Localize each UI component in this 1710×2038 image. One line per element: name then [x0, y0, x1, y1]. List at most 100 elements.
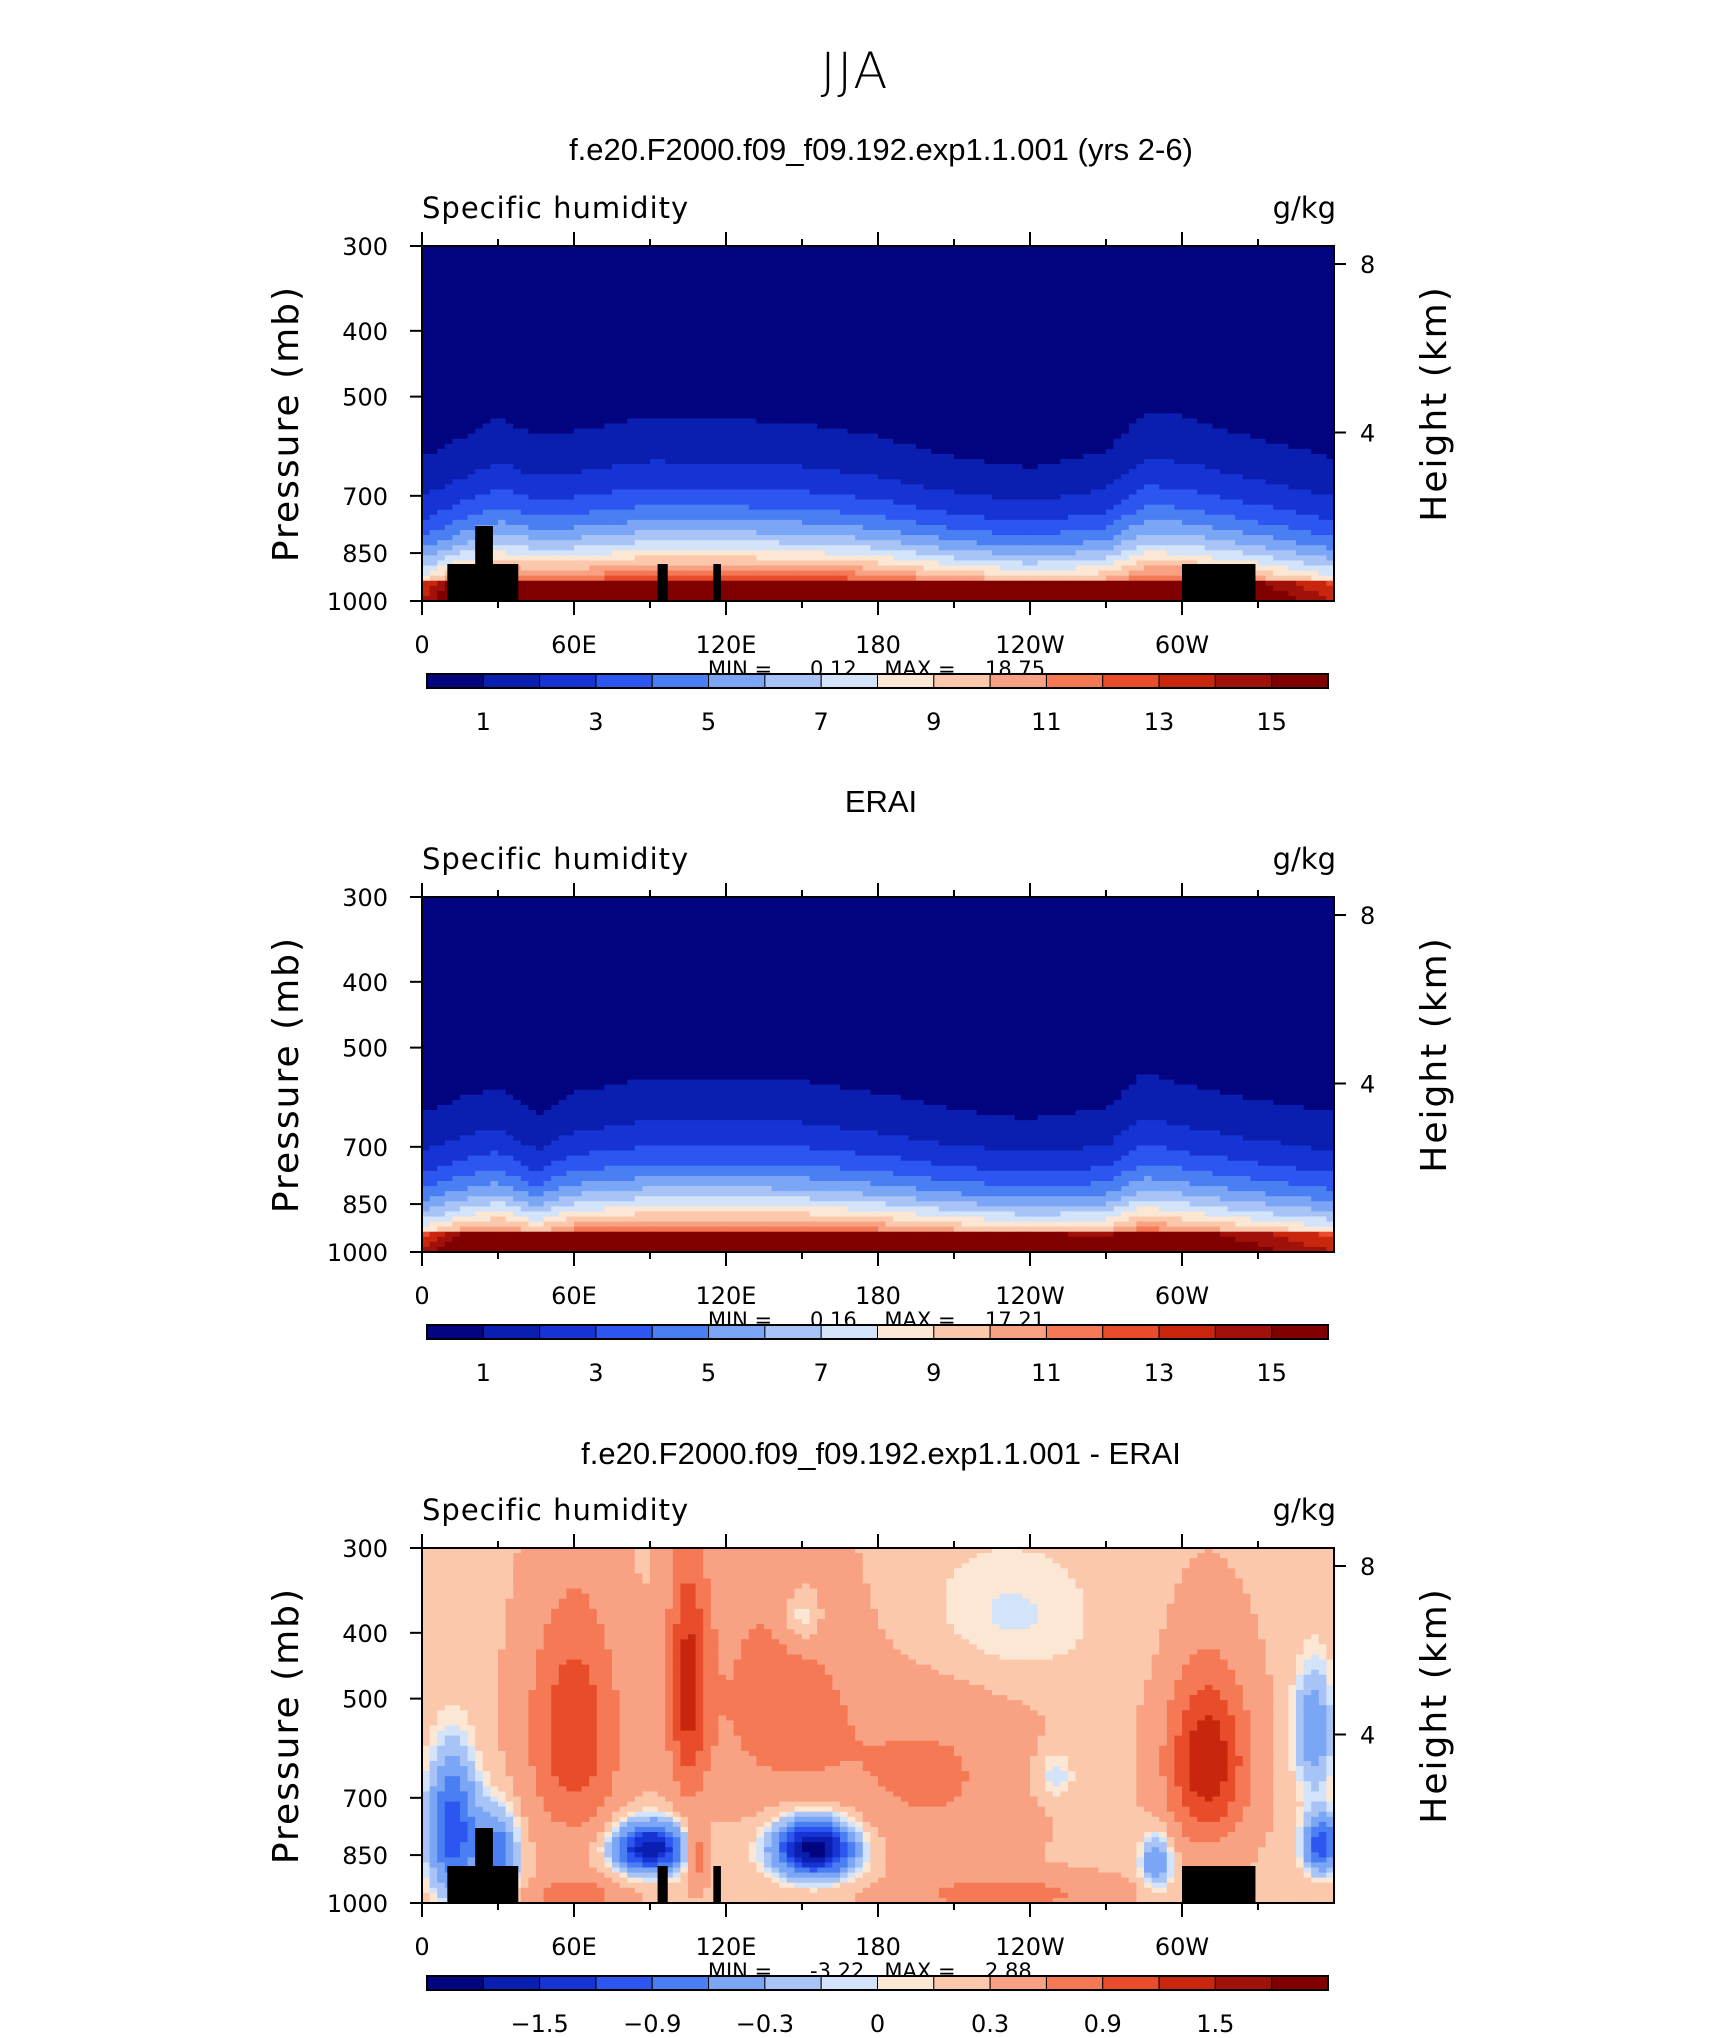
field-cell	[642, 413, 651, 420]
field-cell	[452, 357, 461, 364]
field-cell	[619, 266, 628, 272]
field-cell	[908, 251, 917, 257]
field-cell	[726, 413, 735, 420]
field-cell	[520, 479, 529, 485]
field-cell	[817, 514, 826, 521]
field-cell	[794, 362, 803, 369]
field-cell	[460, 327, 469, 333]
field-cell	[916, 555, 925, 562]
field-cell	[498, 286, 507, 293]
field-cell	[460, 342, 469, 349]
field-cell	[642, 550, 651, 556]
field-cell	[695, 306, 704, 313]
field-cell	[946, 261, 955, 267]
field-cell	[786, 580, 795, 587]
field-cell	[923, 256, 932, 262]
field-cell	[923, 524, 932, 531]
field-cell	[710, 388, 719, 394]
field-cell	[802, 342, 811, 349]
field-cell	[596, 372, 605, 379]
field-cell	[893, 530, 902, 536]
field-cell	[710, 306, 719, 313]
field-cell	[954, 276, 963, 283]
field-cell	[657, 519, 666, 526]
field-cell	[885, 550, 894, 556]
field-cell	[680, 377, 689, 384]
field-cell	[657, 357, 666, 364]
field-cell	[779, 398, 788, 404]
field-cell	[938, 560, 947, 567]
field-cell	[756, 261, 765, 267]
field-cell	[604, 560, 613, 567]
field-cell	[908, 433, 917, 440]
field-cell	[490, 271, 499, 278]
field-cell	[642, 403, 651, 409]
field-cell	[710, 428, 719, 435]
field-cell	[840, 524, 849, 531]
field-cell	[475, 347, 484, 354]
field-cell	[802, 398, 811, 404]
field-cell	[429, 382, 438, 389]
field-cell	[688, 418, 697, 425]
field-cell	[528, 453, 537, 460]
field-cell	[604, 251, 613, 257]
field-cell	[528, 377, 537, 384]
field-cell	[809, 382, 818, 389]
field-cell	[498, 438, 507, 445]
field-cell	[482, 393, 491, 399]
field-cell	[467, 448, 476, 455]
field-cell	[665, 524, 674, 531]
field-cell	[665, 271, 674, 278]
field-cell	[893, 489, 902, 496]
field-cell	[437, 332, 446, 338]
field-cell	[429, 372, 438, 379]
field-cell	[931, 327, 940, 333]
field-cell	[870, 494, 879, 501]
field-cell	[900, 438, 909, 445]
field-cell	[893, 433, 902, 440]
field-cell	[938, 459, 947, 465]
field-cell	[482, 443, 491, 450]
field-cell	[893, 479, 902, 485]
field-cell	[847, 428, 856, 435]
field-cell	[809, 327, 818, 333]
field-cell	[475, 489, 484, 496]
field-cell	[794, 418, 803, 425]
field-cell	[589, 362, 598, 369]
field-cell	[718, 443, 727, 450]
field-cell	[741, 306, 750, 313]
field-cell	[885, 499, 894, 506]
field-cell	[847, 453, 856, 460]
field-cell	[885, 509, 894, 516]
field-cell	[908, 580, 917, 587]
field-cell	[566, 301, 575, 308]
field-cell	[832, 585, 841, 592]
field-cell	[422, 484, 431, 491]
field-cell	[604, 459, 613, 465]
field-cell	[543, 281, 552, 288]
field-cell	[946, 306, 955, 313]
field-cell	[870, 286, 879, 293]
field-cell	[961, 357, 970, 364]
field-cell	[482, 474, 491, 480]
field-cell	[733, 413, 742, 420]
field-cell	[429, 311, 438, 318]
field-cell	[536, 251, 545, 257]
field-cell	[954, 352, 963, 359]
field-cell	[642, 286, 651, 293]
field-cell	[824, 261, 833, 267]
field-cell	[627, 413, 636, 420]
field-cell	[726, 306, 735, 313]
field-cell	[786, 428, 795, 435]
field-cell	[536, 271, 545, 278]
field-cell	[710, 367, 719, 374]
field-cell	[490, 514, 499, 521]
field-cell	[786, 362, 795, 369]
field-cell	[733, 423, 742, 430]
field-cell	[923, 301, 932, 308]
field-cell	[672, 342, 681, 349]
field-cell	[558, 332, 567, 338]
field-cell	[726, 575, 735, 582]
field-cell	[726, 388, 735, 394]
field-cell	[444, 423, 453, 430]
